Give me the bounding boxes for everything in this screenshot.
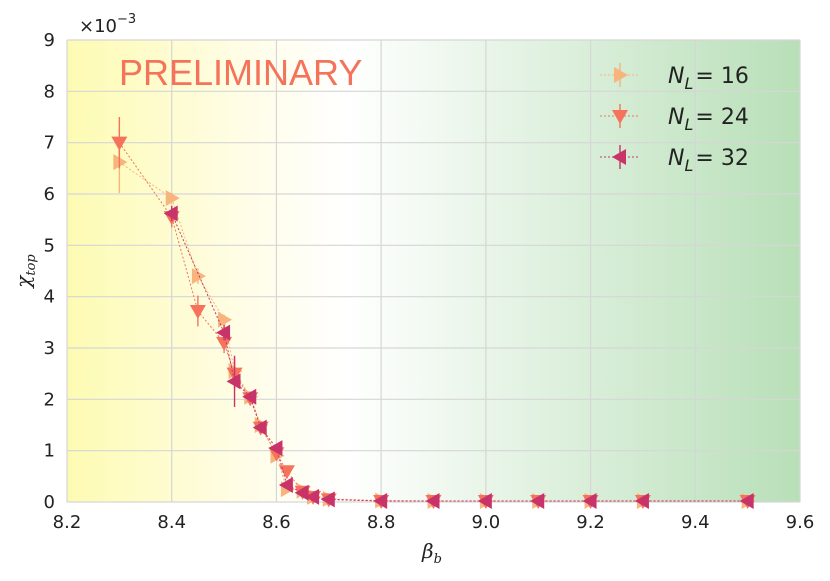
legend-label: NL= 16 [668, 64, 749, 93]
data-point [218, 311, 233, 328]
data-point [634, 492, 649, 509]
x-tick-label: 9.2 [576, 512, 605, 533]
legend-item: NL= 16 [600, 63, 749, 93]
data-point [216, 324, 231, 341]
y-tick-label: 2 [44, 389, 55, 410]
y-tick-label: 4 [44, 287, 55, 308]
y-axis-label: χtop [11, 254, 39, 290]
data-point [189, 305, 206, 320]
data-point [242, 388, 257, 405]
x-tick-label: 8.6 [262, 512, 291, 533]
x-axis-label: βb [421, 539, 442, 567]
y-tick-label: 5 [44, 235, 55, 256]
x-tick-label: 8.2 [53, 512, 82, 533]
y-tick-label: 3 [44, 338, 55, 359]
data-point [252, 419, 267, 436]
data-point [278, 465, 295, 480]
series-layer [111, 117, 756, 509]
legend-item: NL= 24 [600, 104, 749, 134]
data-point [113, 154, 128, 171]
data-point [320, 491, 335, 508]
legend-marker [612, 110, 628, 124]
legend-label: NL= 32 [668, 146, 749, 175]
data-point [268, 440, 283, 457]
data-point [582, 492, 597, 509]
data-point [530, 492, 545, 509]
data-point [305, 488, 320, 505]
legend-marker [614, 67, 628, 83]
legend-marker [612, 149, 626, 165]
x-tick-label: 9.4 [681, 512, 710, 533]
data-point [216, 336, 233, 351]
y-tick-label: 9 [44, 30, 55, 51]
y-tick-label: 8 [44, 81, 55, 102]
data-point [163, 205, 178, 222]
data-point [111, 136, 128, 151]
y-tick-label: 7 [44, 133, 55, 154]
legend: NL= 16 NL= 24 NL= 32 [600, 63, 749, 175]
grid [66, 39, 801, 503]
y-tick-labels: 0 1 2 3 4 5 6 7 8 9 [44, 30, 55, 513]
data-point [226, 373, 241, 390]
data-point [294, 484, 309, 501]
plot-background [67, 40, 800, 502]
data-point [477, 492, 492, 509]
y-tick-label: 1 [44, 441, 55, 462]
legend-item: NL= 32 [600, 145, 749, 175]
preliminary-watermark: PRELIMINARY [119, 52, 362, 93]
y-tick-label: 0 [44, 492, 55, 513]
data-point [739, 492, 754, 509]
data-point [165, 190, 180, 207]
y-tick-label: 6 [44, 184, 55, 205]
series-2 [163, 205, 754, 509]
x-tick-labels: 8.2 8.4 8.6 8.8 9.0 9.2 9.4 9.6 [53, 512, 815, 533]
x-tick-label: 9.6 [786, 512, 815, 533]
data-point [373, 492, 388, 509]
x-tick-label: 9.0 [472, 512, 501, 533]
x-tick-label: 8.8 [367, 512, 396, 533]
y-axis-multiplier: ×10−3 [79, 12, 136, 37]
data-point [425, 492, 440, 509]
legend-label: NL= 24 [668, 105, 749, 134]
data-point [278, 477, 293, 494]
x-tick-label: 8.4 [157, 512, 186, 533]
